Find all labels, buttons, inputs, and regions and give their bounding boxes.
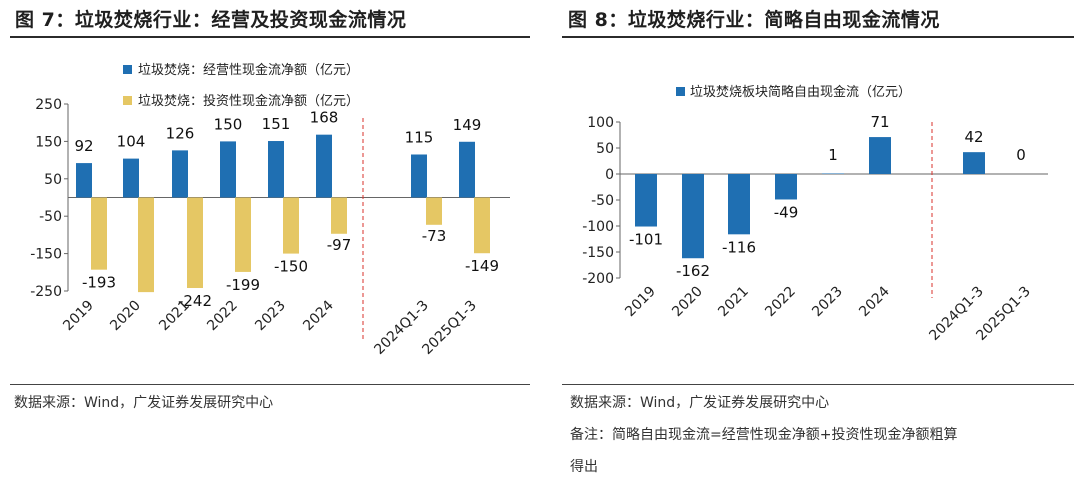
y-tick-label: 100 (587, 115, 614, 131)
x-tick-label-2023: 2023 (809, 284, 846, 321)
y-tick-label: -50 (591, 193, 614, 209)
right-chart: 垃圾焚烧板块简略自由现金流（亿元） 100 50 0 -50 -100 -150 -200 -1… (582, 84, 1048, 344)
bar-investing-2024Q1-3 (426, 197, 442, 225)
right-source-note: 数据来源：Wind，广发证券发展研究中心 (570, 395, 830, 411)
left-source-note: 数据来源：Wind，广发证券发展研究中心 (14, 395, 274, 411)
bar-investing-2020 (138, 197, 154, 293)
label-operating-2019: 92 (74, 137, 93, 155)
label-investing-2025Q1-3: -149 (465, 257, 499, 275)
label-operating-2025Q1-3: 149 (453, 116, 482, 134)
legend-label-1: 垃圾焚烧：经营性现金流净额（亿元） (138, 62, 359, 78)
x-tick-label-2023: 2023 (252, 298, 289, 335)
label-fcf-2025Q1-3: 0 (1016, 146, 1026, 164)
left-chart-title: 图 7：垃圾焚烧行业：经营及投资现金流情况 (15, 9, 407, 31)
label-fcf-2024Q1-3: 42 (964, 128, 983, 146)
x-tick-label-2022: 2022 (762, 284, 799, 321)
legend-label-2: 垃圾焚烧：投资性现金流净额（亿元） (138, 93, 359, 109)
legend-swatch-2 (123, 96, 132, 105)
label-operating-2023: 151 (262, 115, 291, 133)
label-investing-2021: -242 (178, 292, 212, 310)
label-fcf-2023: 1 (828, 146, 838, 164)
bar-fcf-2020 (682, 174, 704, 259)
y-tick-label: 150 (35, 134, 62, 150)
label-fcf-2021: -116 (722, 238, 756, 256)
right-title-rule (562, 36, 1074, 38)
bar-operating-2021 (172, 150, 188, 198)
bar-fcf-2019 (635, 174, 657, 227)
label-operating-2020: 104 (117, 133, 146, 151)
label-operating-2024Q1-3: 115 (405, 128, 434, 146)
bar-fcf-2022 (775, 174, 797, 200)
y-tick-label: -150 (30, 247, 62, 263)
bar-operating-2019 (76, 163, 92, 198)
y-tick-label: 50 (44, 172, 62, 188)
label-fcf-2024: 71 (870, 113, 889, 131)
right-source-rule (562, 384, 1074, 385)
legend-swatch-fcf (676, 87, 685, 96)
label-investing-2024Q1-3: -73 (422, 227, 447, 245)
bar-fcf-2023 (822, 173, 844, 174)
x-tick-label-2019: 2019 (60, 298, 97, 335)
bar-fcf-2024Q1-3 (963, 152, 985, 174)
right-formula-note-cont: 得出 (570, 459, 598, 475)
x-tick-label-2024: 2024 (856, 283, 893, 320)
y-tick-label: -50 (39, 209, 62, 225)
label-investing-2024: -97 (327, 236, 352, 254)
bar-operating-2024 (316, 134, 332, 198)
y-tick-label: 0 (605, 167, 614, 183)
left-source-rule (10, 384, 530, 385)
label-fcf-2022: -49 (774, 203, 799, 221)
label-operating-2022: 150 (214, 115, 243, 133)
x-tick-label-2019: 2019 (622, 284, 659, 321)
legend-label-fcf: 垃圾焚烧板块简略自由现金流（亿元） (690, 84, 911, 100)
left-title-rule (10, 36, 530, 38)
right-chart-title: 图 8：垃圾焚烧行业：简略自由现金流情况 (568, 9, 940, 31)
y-tick-label: -150 (582, 245, 614, 261)
bar-investing-2023 (283, 197, 299, 254)
label-investing-2019: -193 (82, 274, 116, 292)
y-tick-label: -100 (582, 219, 614, 235)
label-operating-2024: 168 (310, 109, 339, 127)
label-operating-2021: 126 (166, 124, 195, 142)
bar-fcf-2021 (728, 174, 750, 235)
y-tick-label: 50 (596, 141, 614, 157)
x-tick-label-2024: 2024 (300, 297, 337, 334)
y-tick-label: 250 (35, 97, 62, 113)
y-tick-label: -200 (582, 271, 614, 287)
right-formula-note: 备注：简略自由现金流=经营性现金净额+投资性现金净额粗算 (570, 427, 958, 443)
bar-operating-2022 (220, 141, 236, 198)
label-fcf-2019: -101 (629, 231, 663, 249)
label-investing-2022: -199 (226, 276, 260, 294)
bar-investing-2025Q1-3 (474, 197, 490, 254)
bar-investing-2019 (91, 197, 107, 270)
y-tick-label: -250 (30, 284, 62, 300)
x-tick-label-2020: 2020 (669, 284, 706, 321)
bar-fcf-2024 (869, 137, 891, 174)
legend-swatch-1 (123, 65, 132, 74)
bar-investing-2021 (187, 197, 203, 289)
x-tick-label-2020: 2020 (107, 298, 144, 335)
bar-operating-2020 (123, 158, 139, 198)
x-tick-label-2021: 2021 (715, 284, 752, 321)
bar-investing-2022 (235, 197, 251, 272)
left-chart: 垃圾焚烧：经营性现金流净额（亿元） 垃圾焚烧：投资性现金流净额（亿元） 250 150… (30, 62, 510, 358)
bar-operating-2025Q1-3 (459, 141, 475, 198)
bar-investing-2024 (331, 197, 347, 234)
bar-operating-2023 (268, 141, 284, 198)
label-fcf-2020: -162 (676, 262, 710, 280)
bar-operating-2024Q1-3 (411, 154, 427, 198)
label-investing-2023: -150 (274, 258, 308, 276)
